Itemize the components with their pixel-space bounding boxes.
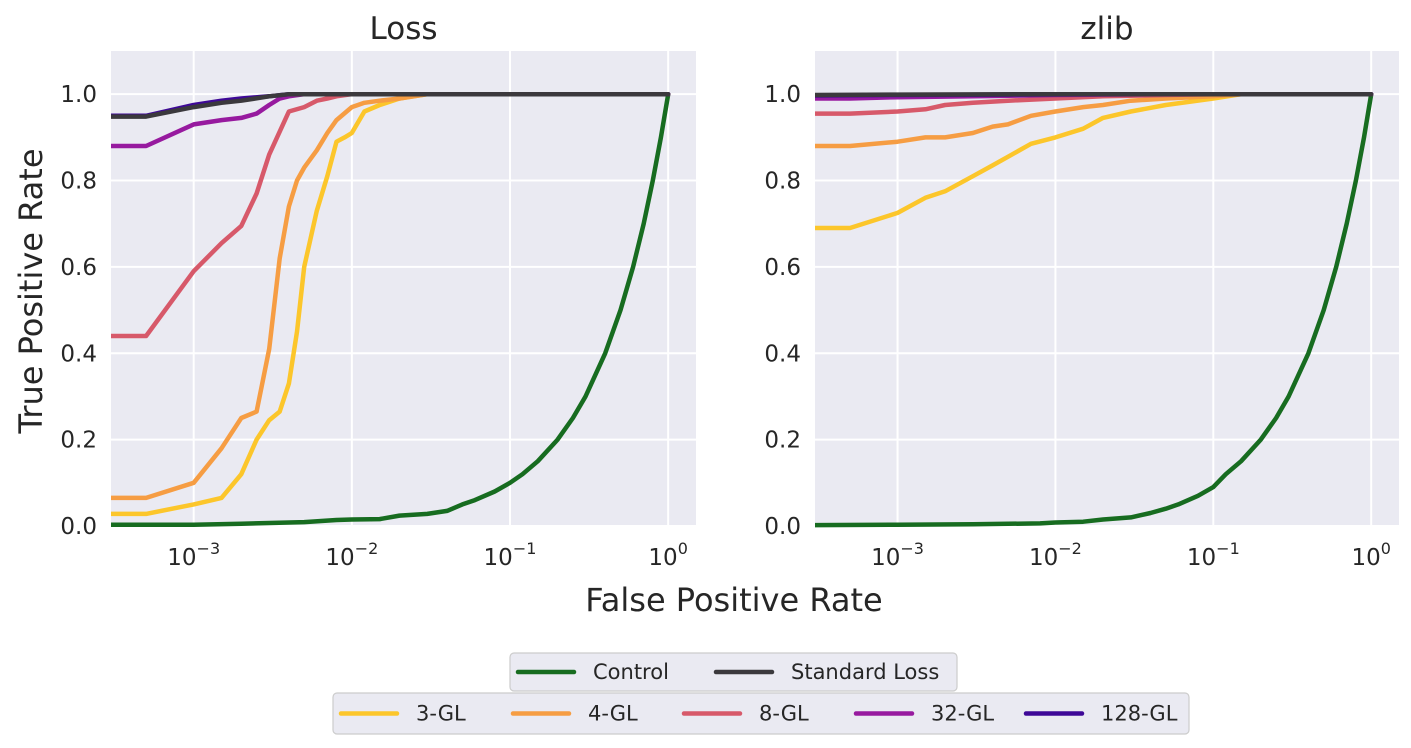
y-tick-label: 0.6 bbox=[764, 255, 801, 281]
x-tick-label: 10−2 bbox=[1029, 539, 1082, 571]
series-group bbox=[815, 91, 1374, 528]
panel-loss: Loss 0.0 0.2 0.4 0.6 0.8 1.0 10−3 10−2 10−1 100 bbox=[60, 11, 696, 571]
x-tick-label: 10−3 bbox=[167, 539, 220, 571]
y-tick-label: 0.8 bbox=[60, 169, 97, 195]
y-tick-label: 0.4 bbox=[60, 341, 97, 367]
y-tick-label: 1.0 bbox=[60, 82, 97, 108]
y-tick-label: 0.8 bbox=[764, 169, 801, 195]
plot-area bbox=[815, 51, 1399, 526]
series-line-control bbox=[111, 91, 671, 527]
y-tick-label: 1.0 bbox=[764, 82, 801, 108]
y-tick-label: 0.4 bbox=[764, 341, 801, 367]
x-tick-label: 10−1 bbox=[484, 539, 537, 571]
y-tick-label: 0.2 bbox=[60, 428, 97, 454]
series-line-4-gl bbox=[111, 91, 671, 501]
legend-label: 128-GL bbox=[1101, 702, 1178, 726]
x-axis-label: False Positive Rate bbox=[585, 581, 882, 619]
panel-title: zlib bbox=[1080, 11, 1133, 47]
legend: Control Standard Loss 3-GL 4-GL 8-GL 32-GL 128… bbox=[332, 652, 1190, 735]
x-tick-label: 10−2 bbox=[325, 539, 378, 571]
series-line-3-gl bbox=[815, 91, 1374, 231]
legend-label: 8-GL bbox=[759, 702, 809, 726]
legend-entry: 3-GL bbox=[338, 702, 466, 726]
panel-title: Loss bbox=[370, 11, 438, 47]
legend-label: 32-GL bbox=[931, 702, 994, 726]
y-tick-label: 0.0 bbox=[764, 514, 801, 540]
legend-label: Control bbox=[593, 660, 669, 684]
legend-label: Standard Loss bbox=[791, 660, 939, 684]
x-tick-label: 100 bbox=[1351, 539, 1390, 571]
series-group bbox=[111, 91, 671, 527]
series-line-control bbox=[815, 91, 1374, 528]
legend-entry: Control bbox=[515, 660, 669, 684]
legend-entry: Standard Loss bbox=[713, 660, 939, 684]
legend-entry: 32-GL bbox=[853, 702, 994, 726]
legend-box bbox=[332, 692, 1190, 735]
plot-area bbox=[111, 51, 696, 526]
series-line-standard-loss bbox=[111, 91, 671, 119]
y-tick-label: 0.0 bbox=[60, 514, 97, 540]
panel-zlib: zlib 0.0 0.2 0.4 0.6 0.8 1.0 10−3 10−2 10−1 100 bbox=[764, 11, 1399, 571]
legend-entry: 4-GL bbox=[510, 702, 638, 726]
legend-label: 4-GL bbox=[588, 702, 638, 726]
legend-row: Control Standard Loss bbox=[509, 652, 958, 692]
series-line-4-gl bbox=[815, 91, 1374, 149]
x-tick-label: 10−3 bbox=[871, 539, 924, 571]
y-tick-label: 0.6 bbox=[60, 255, 97, 281]
legend-entry: 8-GL bbox=[681, 702, 809, 726]
legend-row: 3-GL 4-GL 8-GL 32-GL 128-GL bbox=[332, 692, 1190, 735]
series-line-3-gl bbox=[111, 91, 671, 517]
legend-entry: 128-GL bbox=[1023, 702, 1178, 726]
legend-label: 3-GL bbox=[416, 702, 466, 726]
series-line-standard-loss bbox=[815, 91, 1374, 98]
y-tick-label: 0.2 bbox=[764, 428, 801, 454]
y-axis-label: True Positive Rate bbox=[12, 148, 50, 434]
x-tick-label: 100 bbox=[648, 539, 687, 571]
x-tick-label: 10−1 bbox=[1187, 539, 1240, 571]
